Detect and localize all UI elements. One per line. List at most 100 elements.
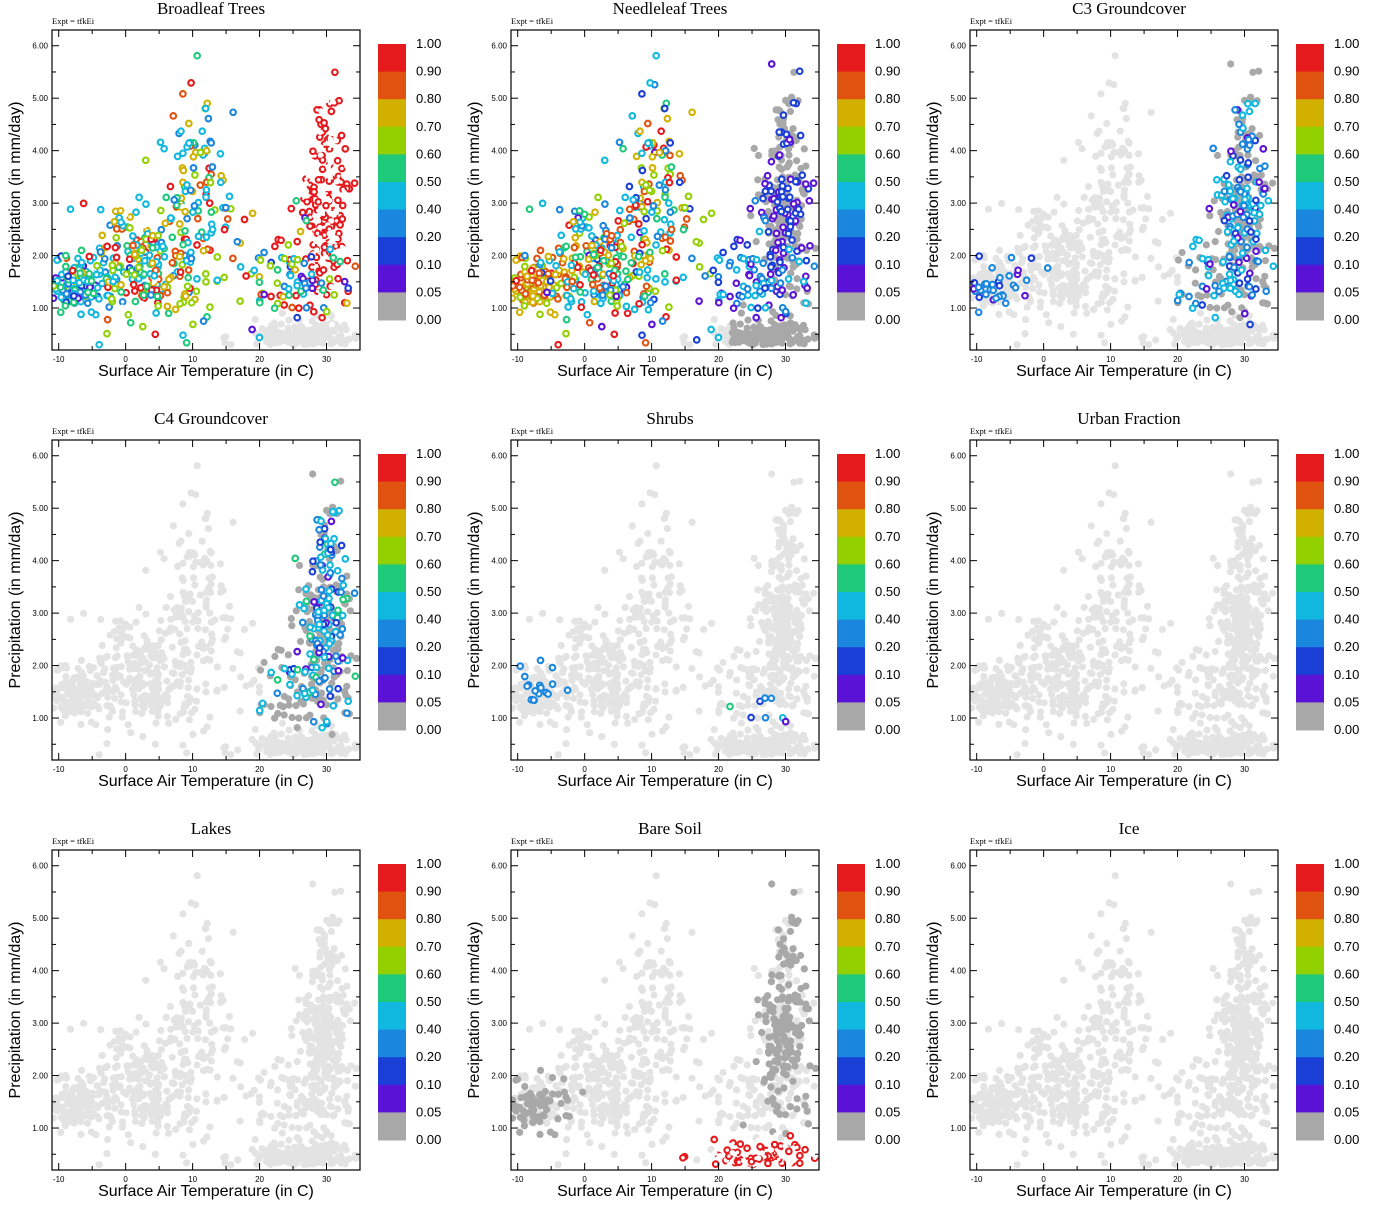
data-point [1097, 90, 1104, 97]
data-point [791, 100, 797, 106]
data-point [227, 194, 233, 200]
data-point [334, 236, 340, 242]
data-point [309, 254, 315, 260]
data-point [99, 642, 106, 649]
data-point [539, 610, 546, 617]
data-point [241, 626, 248, 633]
data-point [1120, 105, 1127, 112]
data-point [281, 302, 287, 308]
data-point [97, 616, 104, 623]
data-point [1106, 255, 1113, 262]
data-point [282, 666, 288, 672]
data-point [1256, 179, 1262, 185]
data-point [1139, 226, 1146, 233]
data-point [647, 709, 654, 716]
data-point [139, 301, 145, 307]
data-point [522, 303, 528, 309]
data-point [517, 284, 523, 290]
data-point [1252, 157, 1259, 164]
data-point [320, 167, 326, 173]
colorbar-swatch [378, 99, 406, 127]
colorbar-swatch [378, 292, 406, 320]
data-point [1241, 215, 1247, 221]
x-axis-label: Surface Air Temperature (in C) [98, 773, 314, 790]
scatter-points [510, 53, 819, 348]
data-point [627, 207, 633, 213]
data-point [1238, 157, 1244, 163]
data-point [627, 184, 633, 190]
data-point [653, 462, 660, 469]
data-point [104, 244, 110, 250]
data-point [1058, 292, 1065, 299]
data-point [1108, 164, 1115, 171]
data-point [645, 199, 651, 205]
data-point [1244, 245, 1250, 251]
data-point [554, 285, 560, 291]
data-point [806, 607, 813, 614]
data-point [257, 300, 263, 306]
data-point [340, 245, 346, 251]
data-point [161, 284, 167, 290]
data-point [292, 556, 298, 562]
colorbar-swatch [837, 99, 865, 127]
data-point [326, 588, 332, 594]
data-point [249, 327, 255, 333]
data-point [333, 210, 339, 216]
data-point [1044, 224, 1051, 231]
data-point [178, 269, 184, 275]
data-point [581, 621, 588, 628]
data-point [337, 742, 344, 749]
data-point [125, 721, 132, 728]
data-point [1088, 112, 1095, 119]
colorbar-swatch [378, 564, 406, 592]
data-point [127, 225, 133, 231]
data-point [190, 574, 197, 581]
data-point [50, 705, 57, 712]
data-point [588, 642, 595, 649]
data-point [1202, 331, 1209, 338]
data-point [1245, 335, 1252, 342]
colorbar-swatch [378, 592, 406, 620]
data-point [1014, 341, 1021, 348]
data-point [275, 280, 281, 286]
data-point [114, 255, 120, 261]
data-point [1029, 218, 1036, 225]
data-point [151, 682, 158, 689]
data-point [616, 617, 623, 624]
data-point [665, 116, 671, 122]
data-point [167, 624, 174, 631]
data-point [667, 180, 673, 186]
data-point [88, 719, 95, 726]
data-point [1231, 339, 1238, 346]
data-point [206, 116, 212, 122]
data-point [111, 695, 118, 702]
data-point [218, 180, 224, 186]
data-point [109, 672, 116, 679]
data-point [1089, 196, 1096, 203]
data-point [1121, 147, 1128, 154]
data-point [1228, 159, 1234, 165]
colorbar-swatch [837, 265, 865, 293]
data-point [331, 536, 337, 542]
data-point [612, 310, 618, 316]
data-point [278, 238, 284, 244]
data-point [214, 663, 221, 670]
data-point [562, 740, 569, 747]
data-point [983, 273, 990, 280]
data-point [1212, 283, 1218, 289]
data-point [79, 248, 85, 254]
data-point [95, 705, 102, 712]
data-point [516, 694, 523, 701]
x-tick-label: 30 [322, 765, 331, 774]
data-point [180, 651, 187, 658]
y-axis-label: Precipitation (in mm/day) [466, 102, 483, 279]
data-point [639, 242, 645, 248]
colorbar-swatch [837, 292, 865, 320]
colorbar-label: 0.05 [416, 694, 441, 709]
data-point [323, 507, 330, 514]
data-point [641, 228, 647, 234]
data-point [689, 110, 695, 116]
data-point [322, 675, 328, 681]
data-point [208, 549, 215, 556]
